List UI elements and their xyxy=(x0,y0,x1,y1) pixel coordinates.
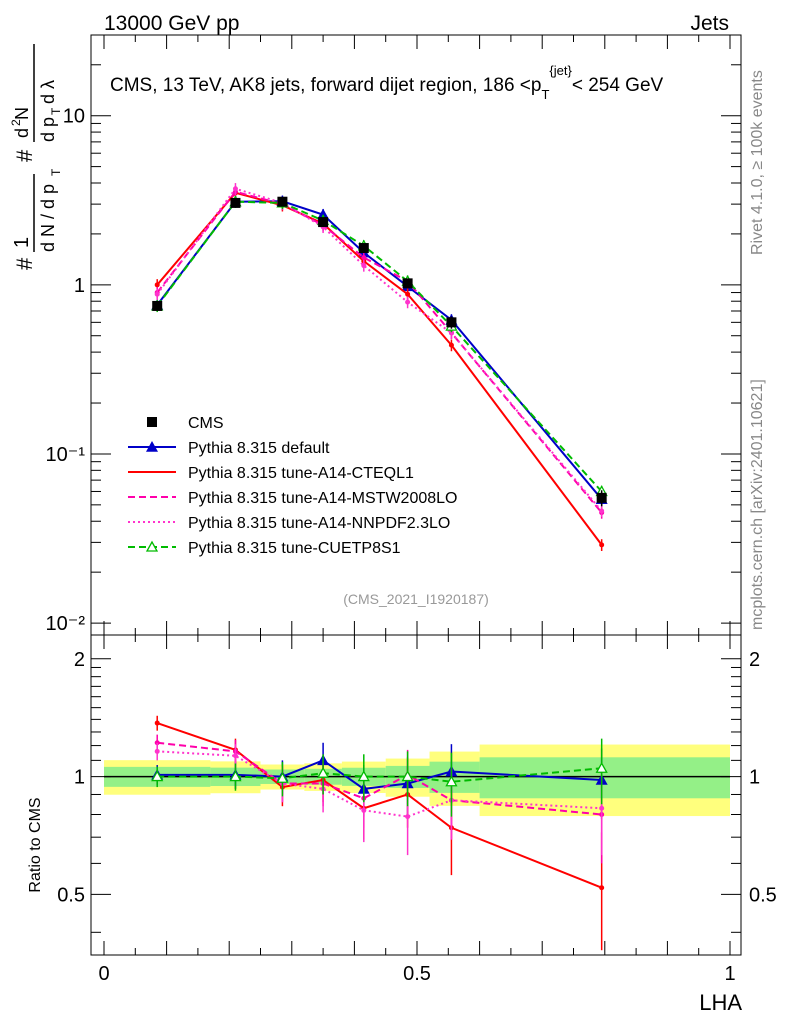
series-point xyxy=(448,330,454,336)
svg-text:d N / d p: d N / d p xyxy=(38,184,58,252)
x-axis-label: LHA xyxy=(699,990,742,1015)
series-point xyxy=(405,299,411,305)
legend-label: Pythia 8.315 tune-A14-MSTW2008LO xyxy=(188,490,457,507)
data-marker xyxy=(446,317,457,328)
svg-text:N: N xyxy=(12,107,32,120)
ratio-series-line xyxy=(157,759,602,790)
ratio-series-line xyxy=(157,741,602,816)
svg-text:1: 1 xyxy=(11,237,33,248)
ratio-series-line xyxy=(157,767,602,783)
ratio-marker xyxy=(357,770,370,782)
series-point xyxy=(448,342,454,348)
ratio-point xyxy=(154,720,160,726)
analysis-id: (CMS_2021_I1920187) xyxy=(343,591,489,607)
series-point xyxy=(154,291,160,297)
svg-text:#: # xyxy=(12,149,37,162)
ratio-series-line xyxy=(157,750,602,818)
legend-label: Pythia 8.315 default xyxy=(188,440,330,457)
main-y-tick-label: 10⁻¹ xyxy=(46,444,86,466)
series-point xyxy=(405,291,411,297)
svg-text:d p: d p xyxy=(38,117,58,142)
main-y-tick-label: 10 xyxy=(63,106,85,128)
ratio-point xyxy=(361,807,367,813)
axis-ticks: 10⁻² 10⁻¹ 1 10 0 0.5 1 0.5 0.5 1 1 2 2 xyxy=(46,34,777,985)
data-marker xyxy=(402,278,413,289)
data-marker xyxy=(277,196,288,207)
series-point xyxy=(361,255,367,261)
data-marker xyxy=(358,243,369,254)
legend: CMS Pythia 8.315 default Pythia 8.315 tune… xyxy=(128,415,457,557)
data-marker xyxy=(230,197,241,208)
main-y-tick-label: 10⁻² xyxy=(46,613,86,635)
ratio-marker xyxy=(316,766,330,778)
category-label: Jets xyxy=(690,12,729,35)
main-series-group xyxy=(151,183,608,551)
legend-label-data: CMS xyxy=(188,415,224,432)
x-tick-label: 0 xyxy=(98,963,109,985)
series-point xyxy=(232,186,238,192)
legend-marker-data xyxy=(147,417,157,427)
legend-label: Pythia 8.315 tune-A14-CTEQL1 xyxy=(188,465,414,482)
plot-title-sub: T xyxy=(541,87,549,102)
ratio-marker xyxy=(595,761,608,773)
ratio-marker xyxy=(401,770,414,782)
plot-title-sup: {jet} xyxy=(549,63,572,78)
ratio-point xyxy=(405,814,411,820)
series-point xyxy=(361,263,367,269)
series-line xyxy=(156,187,603,512)
ratio-panel-frame xyxy=(90,634,742,956)
plot-title-end: < 254 GeV xyxy=(572,75,664,96)
side-mcplots-label: mcplots.cern.ch [arXiv:2401.10621] xyxy=(749,379,766,630)
data-marker xyxy=(318,217,329,228)
legend-label: Pythia 8.315 tune-CUETP8S1 xyxy=(188,540,401,557)
legend-label: Pythia 8.315 tune-A14-NNPDF2.3LO xyxy=(188,515,450,532)
ratio-label: Ratio to CMS xyxy=(27,797,44,892)
x-tick-label: 0.5 xyxy=(403,963,431,985)
ratio-y-tick-label-right: 0.5 xyxy=(749,884,777,906)
y-axis-label: # 1 d N / d p T # d 2 N d p T d λ xyxy=(9,44,63,270)
ratio-point xyxy=(599,885,605,891)
side-rivet-label: Rivet 4.1.0, ≥ 100k events xyxy=(749,70,766,255)
series-line xyxy=(156,190,603,514)
svg-text:#: # xyxy=(12,257,37,270)
ratio-marker xyxy=(229,770,242,782)
series-point xyxy=(154,282,160,288)
energy-label: 13000 GeV pp xyxy=(104,12,239,35)
series-point xyxy=(599,542,605,548)
ratio-point xyxy=(599,805,605,811)
ratio-y-tick-label-right: 2 xyxy=(749,649,760,671)
series-point xyxy=(599,508,605,514)
legend-marker xyxy=(146,441,158,452)
legend-marker xyxy=(145,540,159,552)
ratio-band-inner xyxy=(479,757,730,799)
ratio-y-tick-label: 2 xyxy=(74,649,85,671)
data-marker xyxy=(596,492,607,503)
plot-title: CMS, 13 TeV, AK8 jets, forward dijet reg… xyxy=(110,63,664,102)
series-marker xyxy=(317,208,330,220)
svg-text:T: T xyxy=(49,107,63,115)
main-y-tick-label: 1 xyxy=(74,275,85,297)
plot-title-main: CMS, 13 TeV, AK8 jets, forward dijet reg… xyxy=(110,75,541,96)
ratio-series-line xyxy=(156,722,603,889)
ratio-y-tick-label-right: 1 xyxy=(749,767,760,789)
svg-text:d: d xyxy=(12,128,32,138)
ratio-series-group xyxy=(151,715,608,951)
ratio-marker xyxy=(276,771,289,783)
svg-text:T: T xyxy=(49,168,63,176)
ratio-y-tick-label: 0.5 xyxy=(57,884,85,906)
ratio-point xyxy=(154,748,160,754)
svg-text:2: 2 xyxy=(9,119,23,126)
svg-text:d λ: d λ xyxy=(38,80,58,104)
series-line xyxy=(156,200,603,493)
data-marker xyxy=(152,300,163,311)
ratio-marker xyxy=(151,770,164,782)
ratio-y-tick-label: 1 xyxy=(74,767,85,789)
ratio-marker xyxy=(445,775,458,787)
x-tick-label: 1 xyxy=(724,963,735,985)
ratio-point xyxy=(232,753,238,759)
